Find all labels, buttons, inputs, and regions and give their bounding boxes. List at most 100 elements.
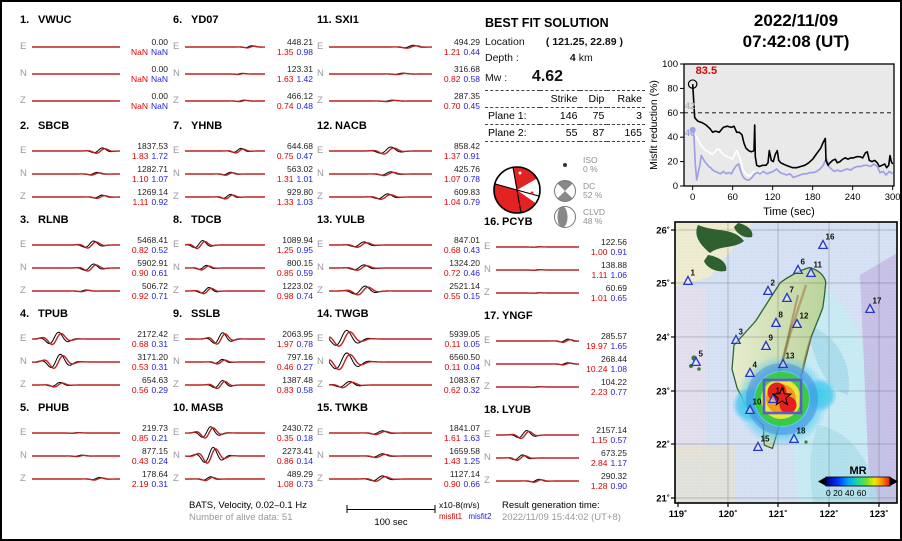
synthetic-waveform [32, 383, 120, 387]
channel-row: N 563.02 1.31 1.01 [173, 162, 313, 185]
channel-row: Z 654.63 0.56 0.29 [20, 373, 168, 396]
misfit1-value: NaN [130, 100, 148, 111]
synthetic-waveform [32, 477, 120, 479]
amplitude-value: 563.02 [287, 163, 313, 174]
waveform-trace [185, 423, 265, 443]
synthetic-waveform [496, 269, 579, 270]
misfit2-value: 0.14 [296, 455, 313, 466]
misfit2-value: 0.31 [151, 361, 168, 372]
amplitude-value: 877.15 [142, 445, 168, 456]
misfit1-value: 1.25 [276, 244, 294, 255]
synthetic-waveform [32, 195, 120, 198]
misfit1-value: 0.11 [444, 361, 461, 372]
waveform-trace [329, 64, 432, 84]
amplitude-value: 1083.67 [449, 374, 480, 385]
dc-label: DC [583, 181, 596, 191]
misfit-values: 0.46 0.27 [269, 362, 313, 372]
amplitude-value: 1324.20 [449, 257, 480, 268]
y-tick-label: 0 [673, 181, 678, 192]
misfit-values: 0.68 0.43 [436, 245, 480, 255]
observed-waveform [329, 193, 432, 198]
waveform-trace [496, 471, 579, 491]
channel-label: N [317, 262, 324, 273]
channel-row: E 285.57 19.97 1.65 [484, 329, 627, 352]
misfit2-value: 0.24 [151, 455, 168, 466]
waveform-trace [32, 329, 120, 349]
station-number: 11. [317, 14, 332, 26]
misfit2-value: 0.21 [151, 432, 168, 443]
map-station-triangle-1 [682, 275, 694, 286]
misfit1-value: NaN [130, 73, 148, 84]
map-station-triangle-18 [788, 433, 800, 444]
misfit-values: 0.11 0.05 [436, 339, 480, 349]
time-scalebar [346, 505, 436, 517]
plane-row: Plane 2: 55 87 165 [485, 125, 645, 142]
channel-row: N 673.25 2.84 1.17 [484, 446, 627, 469]
waveform-trace [329, 235, 432, 255]
misfit-values: 1.08 0.73 [269, 479, 313, 489]
location-row: Location ( 121.25, 22.89 ) [485, 36, 663, 48]
channel-label: Z [173, 473, 179, 484]
amplitude-value: 1837.53 [137, 140, 168, 151]
channel-row: Z 1223.02 0.98 0.74 [173, 279, 313, 302]
depth-value: 4 [569, 52, 576, 64]
y-tick-label: 40 [667, 132, 678, 143]
clvd-item: CLVD 48 % [553, 204, 605, 230]
station-header: 18. LYUB [484, 404, 627, 419]
station-block-lyub: 18. LYUB E 2157.14 1.15 0.57 N 673.25 2.84 1.17 Z 2… [484, 404, 627, 498]
misfit2-value: 0.52 [151, 244, 168, 255]
misfit1-value: 0.85 [276, 267, 294, 278]
misfit2-value: 0.79 [463, 196, 480, 207]
channel-row: Z 60.69 1.01 0.65 [484, 281, 627, 304]
station-name: LYUB [502, 404, 531, 416]
channel-row: E 494.29 1.21 0.44 [317, 33, 480, 60]
channel-values: 506.72 0.92 0.71 [124, 281, 168, 301]
misfit-values: 1.61 1.63 [436, 433, 480, 443]
station-number: 9. [173, 308, 183, 320]
waveform-trace [32, 258, 120, 278]
channel-label: N [317, 68, 324, 79]
waveform-trace [185, 91, 265, 111]
channel-row: E 1089.94 1.25 0.95 [173, 233, 313, 256]
misfit1-value: 1.37 [443, 150, 461, 161]
amplitude-value: 506.72 [142, 280, 168, 291]
station-block-nacb: 12. NACB E 858.42 1.37 0.91 N 425.76 1.07 0.78 Z 60… [317, 120, 480, 214]
event-time: 07:42:08 (UT) [742, 32, 850, 51]
waveform-trace [496, 377, 579, 397]
plane-cell: Plane 1: [488, 110, 527, 122]
map-station-triangle-14 [767, 393, 779, 404]
misfit-values: 0.92 0.71 [124, 291, 168, 301]
misfit1-value: 1.35 [276, 46, 294, 57]
channel-row: E 1841.07 1.61 1.63 [317, 421, 480, 444]
channel-label: Z [317, 285, 323, 296]
misfit-values: 1.11 1.06 [583, 270, 627, 280]
channel-row: N 800.15 0.85 0.59 [173, 256, 313, 279]
mechanism-area: ISO 0 % DC 52 % [485, 150, 663, 230]
amplitude-value: 609.83 [454, 186, 480, 197]
channel-row: E 122.56 1.00 0.91 [484, 235, 627, 258]
channel-values: 3171.20 0.53 0.31 [124, 352, 168, 372]
misfit-values: 0.74 0.48 [269, 101, 313, 111]
channel-label: Z [484, 381, 490, 392]
series-misfit2-trace [692, 130, 764, 177]
lat-tick-label: 22˚ [656, 440, 670, 451]
channel-label: N [20, 262, 27, 273]
clvd-beachball-icon [554, 206, 576, 228]
misfit2-value: 0.04 [463, 361, 480, 372]
map-station-triangle-16 [817, 239, 829, 250]
misfit2-value: 1.08 [610, 363, 627, 374]
station-block-tdcb: 8. TDCB E 1089.94 1.25 0.95 N 800.15 0.85 0.59 Z 12… [173, 214, 313, 308]
synthetic-waveform [496, 479, 579, 481]
station-block-yulb: 13. YULB E 847.01 0.68 0.43 N 1324.20 0.72 0.46 Z 2… [317, 214, 480, 308]
misfit1-value: 19.97 [586, 340, 608, 351]
misfit1-value: 1.01 [590, 292, 608, 303]
synthetic-waveform [496, 386, 579, 387]
station-number: 13. [317, 214, 333, 226]
synthetic-waveform [185, 100, 265, 101]
misfit2-value: 0.65 [610, 292, 627, 303]
misfit1-value: 1.97 [276, 338, 294, 349]
map-station-triangle-7 [781, 292, 793, 303]
misfit2-value: 1.42 [296, 73, 313, 84]
station-block-tpub: 4. TPUB E 2172.42 0.68 0.31 N 3171.20 0.53 0.31 Z 6… [20, 308, 168, 402]
station-number: 14. [317, 308, 333, 320]
